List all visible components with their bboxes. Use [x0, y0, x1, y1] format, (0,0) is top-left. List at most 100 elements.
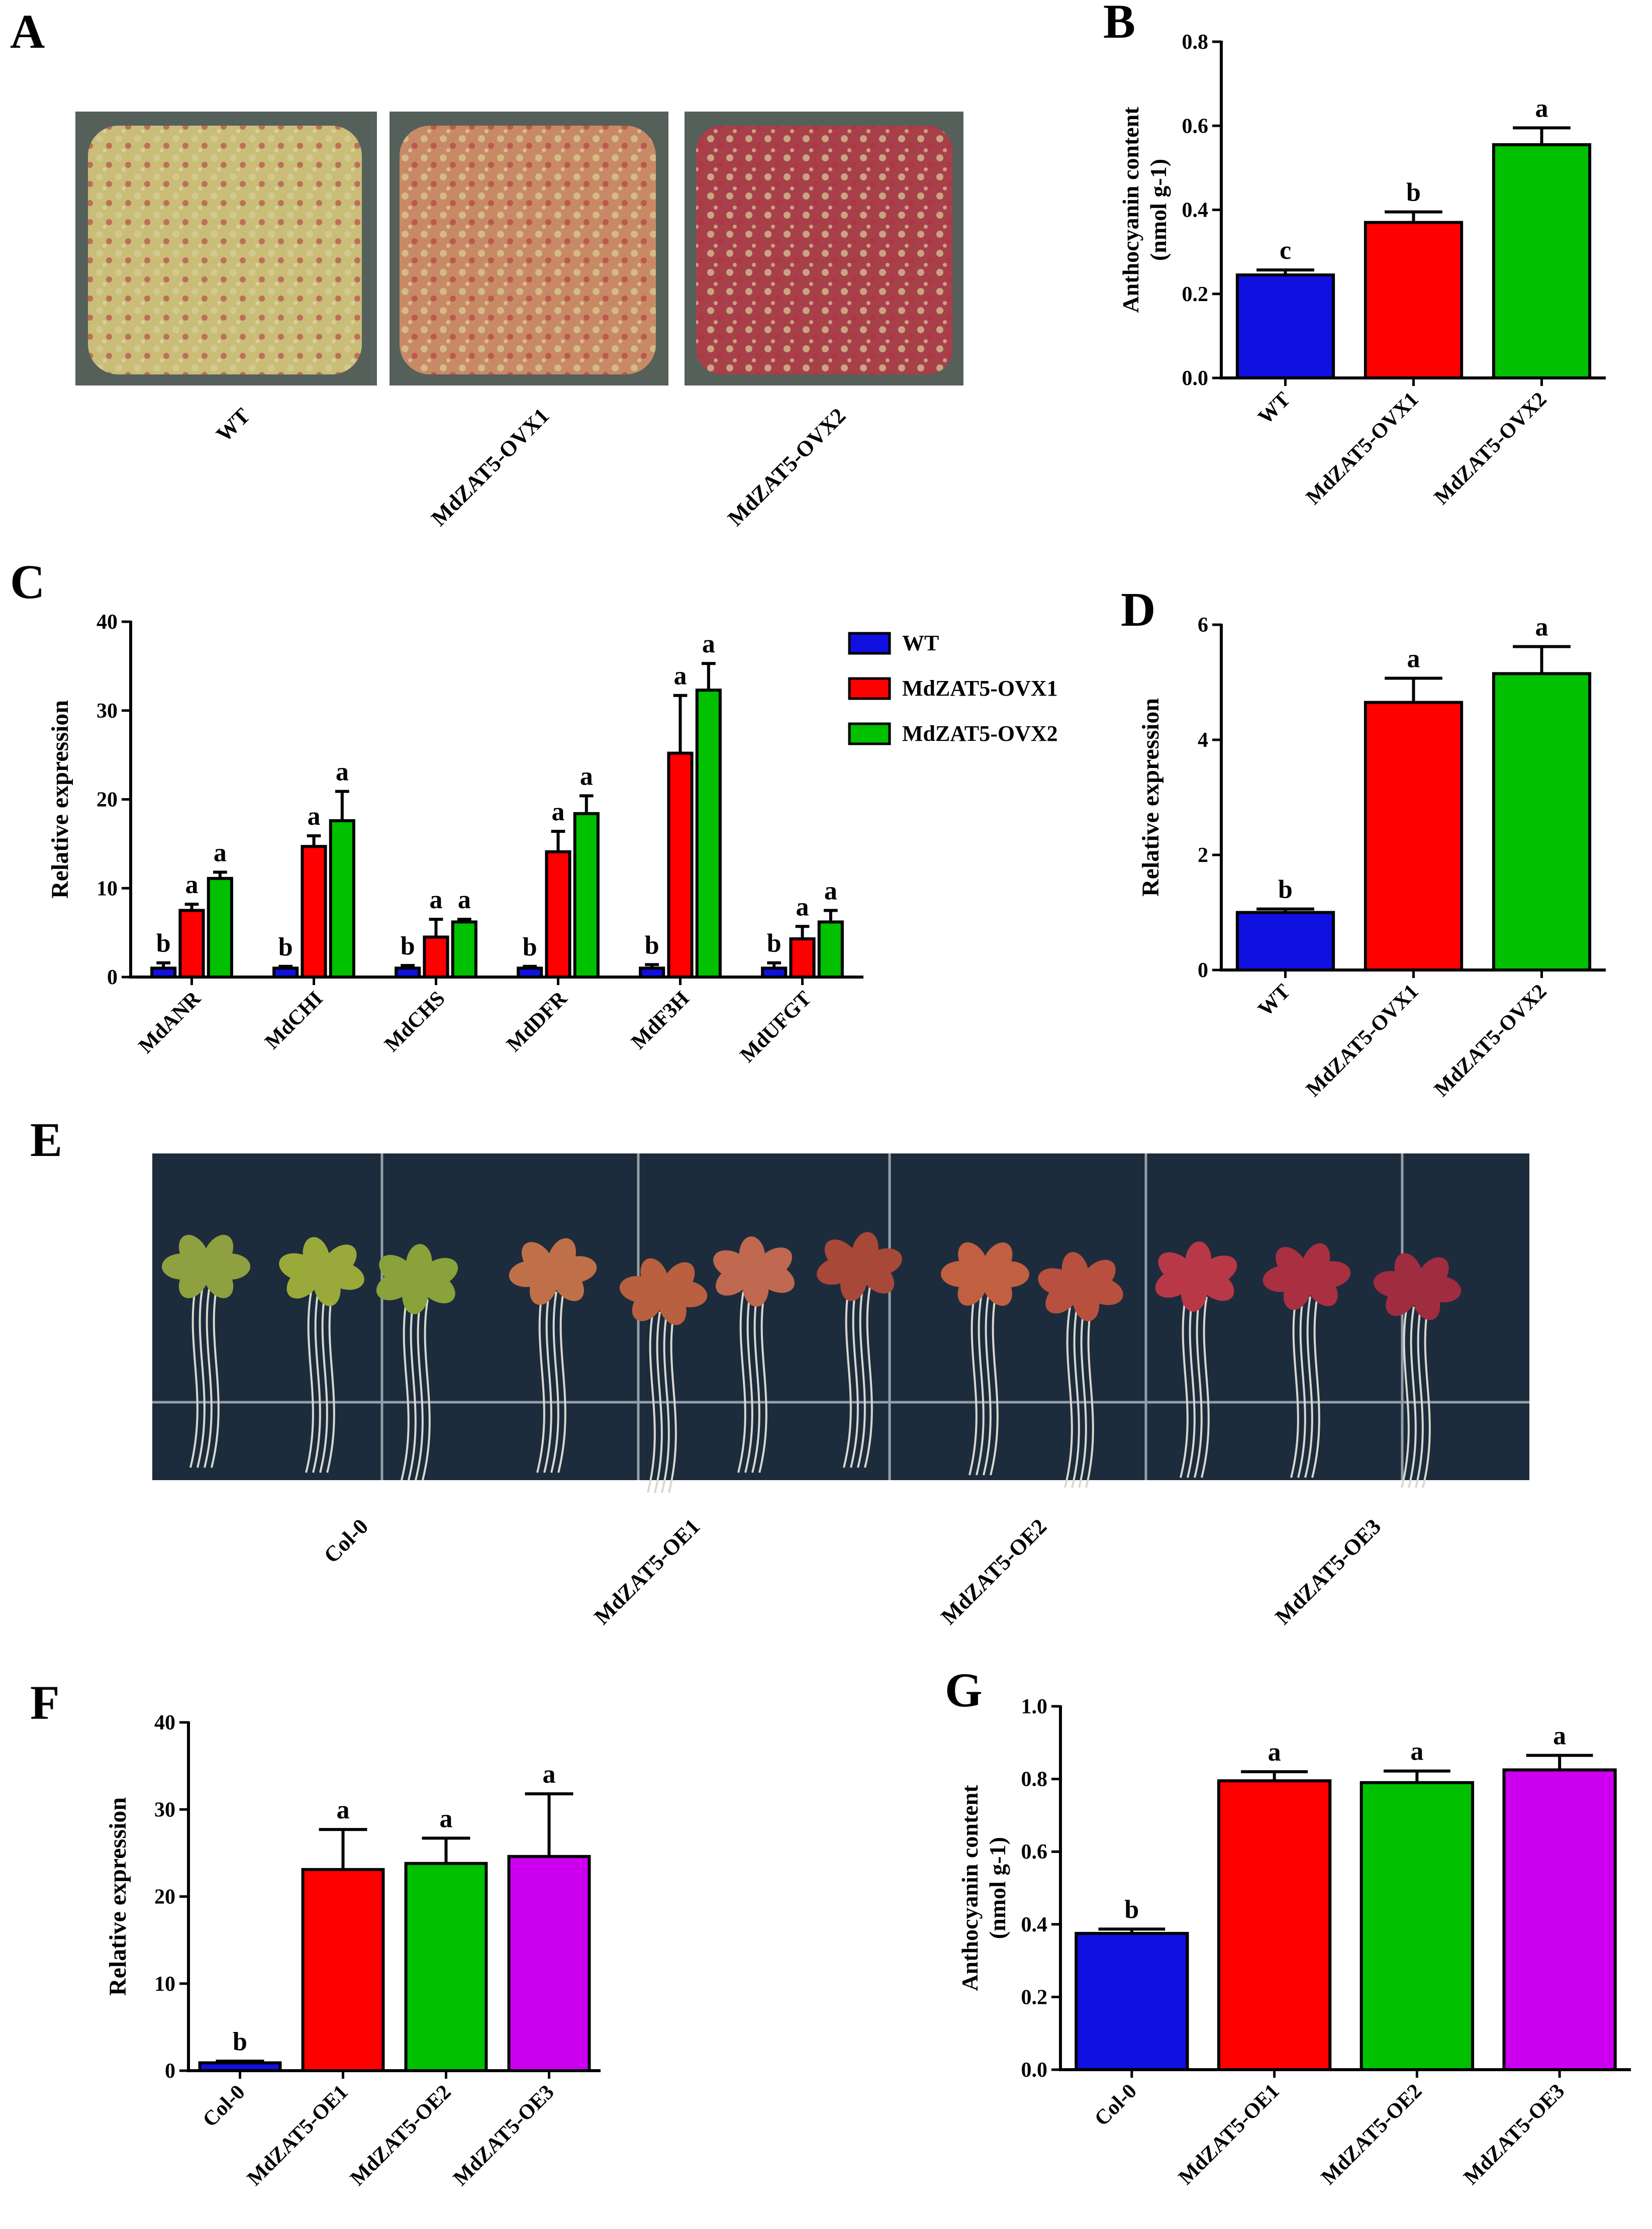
seedling — [1262, 1243, 1351, 1478]
sig-letter-c: a — [336, 758, 349, 787]
bar-d-0 — [1235, 911, 1335, 972]
seedlings — [162, 1232, 1462, 1493]
panel-letter-a: A — [10, 5, 45, 58]
seedling-root — [1415, 1306, 1424, 1488]
bar-c-2-1 — [423, 935, 449, 979]
seedling-root — [751, 1291, 760, 1473]
seedling-leaf — [1181, 1271, 1208, 1312]
bar-c-0-1 — [178, 909, 205, 979]
sig-letter-d: a — [1407, 644, 1420, 673]
seedling — [279, 1237, 364, 1473]
x-tick-label-c: MdDFR — [502, 987, 572, 1056]
sig-letter-c: a — [458, 886, 471, 914]
sig-letter-d: b — [1278, 876, 1293, 904]
seedling-root — [1071, 1306, 1080, 1488]
legend-swatch-c — [848, 722, 891, 745]
x-tick-label-g: MdZAT5-OE3 — [1460, 2080, 1569, 2189]
seedling-leaf — [1305, 1271, 1338, 1306]
seedling-leaf — [1394, 1253, 1423, 1292]
seedling-leaf — [203, 1235, 234, 1273]
y-axis-label-f: Relative expression — [105, 1797, 131, 1996]
sig-letter-c: a — [824, 877, 837, 905]
y-axis-label2-b: (nmol g-1) — [1145, 159, 1171, 261]
bar-f-3 — [507, 1855, 591, 2072]
legend-swatch-c — [848, 677, 891, 700]
legend-label-c: MdZAT5-OVX2 — [902, 721, 1058, 746]
seedling-root — [408, 1299, 417, 1481]
x-tick-label-c: MdANR — [134, 987, 206, 1058]
y-tick-label-c: 40 — [96, 611, 118, 634]
y-tick-label-c: 20 — [96, 789, 118, 812]
seedling-root — [1297, 1296, 1306, 1478]
bar-b-1 — [1364, 221, 1464, 379]
seedling-leaf — [824, 1239, 859, 1273]
label-a-ovx2: MdZAT5-OVX2 — [723, 403, 850, 531]
bar-c-1-2 — [329, 819, 355, 979]
sig-letter-c: a — [185, 870, 199, 899]
y-tick-label-f: 40 — [154, 1711, 175, 1734]
panel-a: A WT MdZAT5-OVX1 MdZAT5-OVX2 — [10, 5, 963, 531]
bar-f-2 — [404, 1862, 488, 2073]
sig-letter-f: a — [440, 1804, 453, 1833]
seedling-leaf — [982, 1268, 1012, 1306]
seedling-root — [1064, 1306, 1073, 1488]
seedling — [376, 1244, 458, 1481]
seedling-leaf — [1072, 1281, 1100, 1321]
seedling-root — [1304, 1296, 1313, 1478]
sig-letter-c: a — [702, 630, 715, 658]
seedling-root — [990, 1294, 999, 1476]
seedling-root — [1422, 1306, 1431, 1488]
sig-letter-g: a — [1268, 1738, 1281, 1767]
seedling-photo — [152, 1153, 1529, 1493]
bar-c-5-2 — [817, 920, 844, 979]
y-tick-label-d: 2 — [1198, 844, 1208, 867]
y-tick-label-f: 10 — [154, 1973, 175, 1996]
y-tick-label-d: 6 — [1198, 614, 1208, 637]
seedling-root — [737, 1291, 746, 1473]
seedling-root — [976, 1294, 985, 1476]
y-tick-label-g: 1.0 — [1021, 1695, 1048, 1718]
y-tick-label-b: 0.4 — [1182, 199, 1209, 222]
bar-g-1 — [1217, 1779, 1332, 2072]
seedling-leaf — [1283, 1271, 1312, 1310]
sig-letter-f: a — [337, 1796, 350, 1824]
label-e-oe1: MdZAT5-OE1 — [590, 1514, 705, 1629]
seedling-root — [189, 1286, 199, 1468]
sig-letter-g: b — [1124, 1895, 1139, 1924]
y-tick-label-g: 0.6 — [1021, 1840, 1048, 1864]
bar-c-4-1 — [667, 751, 694, 979]
label-e-oe2: MdZAT5-OE2 — [936, 1514, 1051, 1629]
seedling-root — [401, 1299, 410, 1481]
seedling-leaf — [859, 1260, 895, 1294]
chart-panel-f: F 0 10 20 30 40 Relative expression b Col-0 a MdZA… — [30, 1676, 601, 2190]
seedling-root — [312, 1291, 321, 1473]
sig-letter-f: a — [543, 1760, 556, 1789]
sig-letter-c: a — [796, 893, 809, 921]
panel-letter-e: E — [30, 1113, 62, 1167]
seedling — [1038, 1252, 1123, 1488]
seedling-root — [850, 1286, 859, 1468]
bar-c-2-0 — [395, 966, 421, 979]
bar-c-5-0 — [761, 966, 788, 979]
legend-label-c: MdZAT5-OVX1 — [902, 676, 1058, 701]
x-tick-label-f: Col-0 — [199, 2081, 250, 2132]
label-e-oe3: MdZAT5-OE3 — [1271, 1514, 1386, 1629]
callus-photo-ovx1 — [390, 112, 668, 385]
seedling-root — [744, 1291, 753, 1473]
x-tick-label-f: MdZAT5-OE3 — [449, 2081, 558, 2190]
y-tick-label-g: 0.4 — [1021, 1913, 1048, 1936]
bar-c-5-1 — [789, 937, 816, 979]
y-tick-label-g: 0.8 — [1021, 1768, 1048, 1791]
legend-swatch-c — [848, 632, 891, 655]
bar-c-1-1 — [301, 845, 327, 979]
seedling-root — [1290, 1296, 1299, 1478]
panel-letter-f: F — [30, 1676, 60, 1729]
seedling-root — [857, 1286, 866, 1468]
x-tick-label-b: MdZAT5-OVX1 — [1302, 388, 1423, 510]
x-tick-label-b: WT — [1254, 388, 1295, 429]
x-tick-label-b: MdZAT5-OVX2 — [1430, 388, 1551, 510]
bar-b-2 — [1492, 143, 1592, 379]
seedling — [162, 1235, 250, 1468]
legend-label-c: WT — [902, 631, 939, 655]
seedling-leaf — [556, 1256, 597, 1283]
